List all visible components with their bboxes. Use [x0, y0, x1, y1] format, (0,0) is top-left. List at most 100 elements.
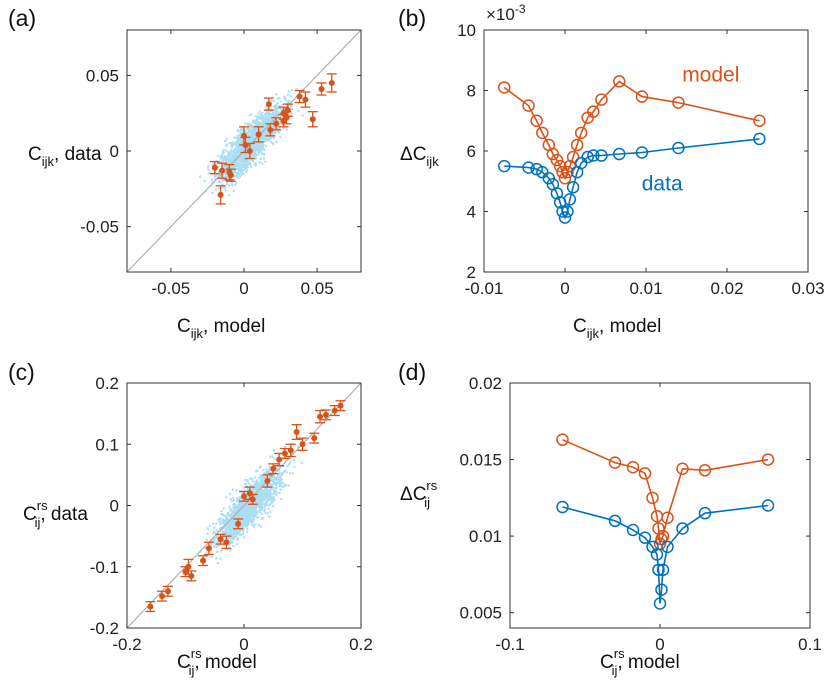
panel-b-series-model [498, 75, 766, 185]
panel-a-cloud-dot [266, 119, 269, 123]
panel-b-ylabel-main: ΔC [400, 144, 426, 165]
panel-a-xtick-label: 0.05 [301, 279, 334, 298]
panel-c-cloud-dot [271, 487, 274, 490]
panel-c-cloud-dot [293, 458, 296, 462]
panel-b-series-marker [635, 90, 649, 103]
panel-c-cloud-dot [251, 480, 254, 483]
panel-c-point-marker [164, 588, 171, 595]
panel-c-cloud-dot [271, 455, 274, 458]
panel-a-cloud-dot [256, 149, 260, 152]
panel-a-ylabel-text: Cijk, data [28, 144, 102, 169]
panel-c-cloud-dot [227, 544, 230, 548]
panel-c-cloud-dot [259, 465, 262, 468]
panel-c-cloud-dot [222, 518, 225, 521]
panel-d-ylabel: ΔCrs ij [400, 478, 438, 510]
panel-c-cloud-dot [246, 508, 249, 511]
panel-b-series-marker [553, 159, 567, 173]
panel-c-cloud-dot [222, 507, 225, 510]
panel-a-cloud-dot [242, 169, 246, 172]
panel-c-ytick-label: -0.2 [90, 619, 119, 638]
panel-d-ytick-label: 0.015 [459, 451, 502, 470]
panel-c-point-marker [200, 557, 207, 564]
panel-c-cloud-dot [233, 530, 236, 533]
panel-a-cloud-dot [270, 140, 273, 144]
panel-a-cloud-dot [225, 174, 228, 177]
panel-b-ytick-label: 6 [467, 142, 476, 161]
panel-a-cloud-dot [259, 122, 262, 125]
panel-c-cloud-dot [272, 490, 276, 494]
panel-a-cloud-dot [290, 107, 294, 111]
panel-a-cloud-dot [263, 137, 267, 140]
panel-a-cloud-dot [237, 153, 240, 156]
panel-a-cloud-dot [240, 138, 243, 141]
panel-c-cloud-dot [254, 470, 258, 473]
panel-c-cloud-dot [259, 475, 262, 479]
panel-c-cloud-dot [258, 505, 261, 509]
panel-c-cloud-dot [228, 533, 231, 536]
panel-c-cloud-dot [261, 491, 264, 494]
panel-c-cloud-dot [235, 489, 238, 492]
panel-c-cloud-dot [249, 509, 252, 512]
panel-c-cloud-dot [252, 525, 256, 528]
panel-c-cloud-dot [242, 529, 245, 533]
panel-b-series-data [498, 132, 766, 224]
panel-c-xlabel-sup: rs [191, 646, 202, 661]
panel-a-cloud-dot [237, 129, 240, 133]
panel-a-cloud-dot [275, 104, 278, 107]
panel-c-cloud-dot [282, 485, 285, 488]
panel-c-cloud-dot [263, 505, 266, 509]
panel-c-cloud-dot [248, 519, 252, 522]
panel-c-ytick-label: -0.1 [90, 558, 119, 577]
panel-b-series-marker [753, 114, 766, 127]
panel-b-ytick-label: 2 [467, 263, 476, 282]
panel-a-point-marker [284, 107, 291, 114]
panel-c-cloud-dot [265, 469, 268, 473]
panel-a-point-marker [217, 191, 224, 198]
panel-c-cloud-dot [286, 465, 289, 468]
panel-c-cloud-dot [232, 544, 235, 548]
panel-b-series-marker [672, 96, 685, 109]
panel-c-cloud-dot [263, 497, 267, 500]
panel-a-cloud-dot [225, 156, 228, 160]
panel-a-cloud-dot [261, 111, 264, 115]
panel-c-ylabel-sub: ij [35, 515, 41, 530]
panel-c-cloud-dot [269, 455, 272, 458]
panel-a-cloud-dot [275, 110, 278, 114]
panel-c-point [335, 400, 346, 412]
panel-a-point-marker [302, 96, 309, 103]
panel-b: -0.01 0 0.01 0.02 0.03 2 4 6 8 10 ×10-3 model data Ci… [398, 2, 825, 341]
panel-a-cloud-dot [216, 174, 219, 177]
panel-c-cloud-dot [266, 490, 269, 493]
panel-a-point [217, 162, 228, 179]
panel-b-xlabel-text: Cijk, model [573, 316, 661, 341]
panel-c-cloud-dot [252, 488, 255, 491]
panel-a-cloud-dot [289, 95, 292, 98]
panel-b-series-marker [556, 165, 569, 179]
panel-c-cloud-dot [279, 488, 282, 491]
panel-a-cloud-dot [267, 113, 271, 116]
panel-c-cloud-dot [225, 518, 229, 521]
panel-c-cloud-dot [213, 530, 216, 533]
panel-c-cloud-dot [221, 513, 224, 516]
panel-c-xtick-label: -0.2 [112, 635, 141, 654]
panel-a-cloud-dot [240, 168, 243, 171]
panel-a-cloud-dot [246, 131, 250, 135]
panel-a-cloud-dot [251, 125, 254, 128]
panel-a-cloud-dot [258, 110, 261, 113]
panel-b-series-marker [498, 81, 511, 94]
panel-c-point-marker [185, 563, 192, 570]
panel-d-label: (d) [398, 359, 426, 385]
panel-a-cloud-dot [233, 154, 236, 157]
panel-c-cloud-dot [260, 482, 263, 485]
panel-b-ytick-label: 10 [457, 21, 476, 40]
panel-a-cloud-dot [273, 99, 276, 103]
panel-c-cloud-dot [220, 509, 223, 513]
panel-a-cloud-dot [275, 93, 278, 96]
panel-c-cloud-dot [263, 502, 266, 506]
panel-a-cloud-dot [279, 136, 282, 139]
panel-a-point-marker [219, 167, 226, 174]
panel-b-series-marker [581, 150, 594, 164]
panel-c-cloud-dot [273, 498, 276, 502]
panel-c-cloud-dot [258, 494, 261, 498]
